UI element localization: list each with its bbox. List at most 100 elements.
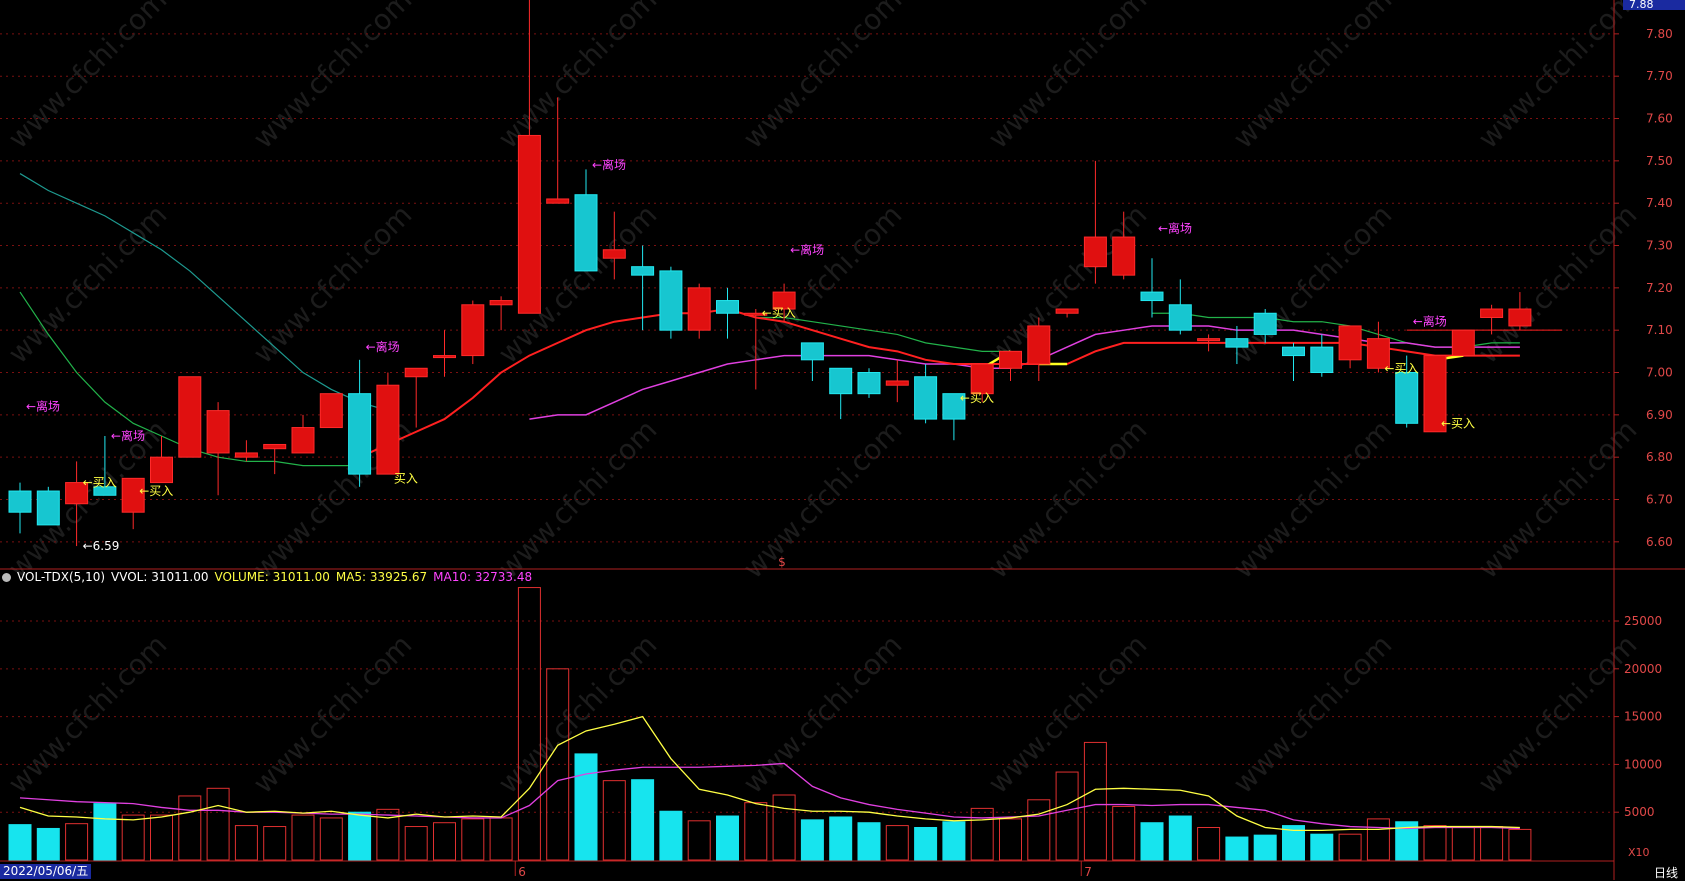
candle[interactable]: [319, 393, 343, 429]
candle[interactable]: [716, 287, 739, 339]
candle[interactable]: [1225, 325, 1249, 365]
candle[interactable]: [1395, 355, 1419, 428]
volume-bar[interactable]: [376, 808, 400, 861]
volume-bar[interactable]: [348, 811, 372, 861]
volume-bar[interactable]: [659, 810, 683, 861]
volume-bar[interactable]: [489, 817, 513, 861]
candle[interactable]: [263, 443, 287, 475]
candle[interactable]: [489, 296, 513, 331]
candle[interactable]: [404, 367, 428, 428]
candle[interactable]: [150, 436, 173, 484]
volume-bar[interactable]: [631, 779, 655, 861]
candle[interactable]: [602, 211, 626, 280]
candle[interactable]: [1197, 334, 1221, 352]
volume-bar[interactable]: [999, 818, 1022, 861]
candle[interactable]: [829, 367, 853, 420]
candle[interactable]: [1451, 329, 1475, 357]
volume-bar[interactable]: [65, 823, 89, 861]
volume-bar[interactable]: [517, 587, 541, 861]
candle[interactable]: [574, 169, 598, 272]
volume-bar[interactable]: [829, 816, 853, 861]
volume-bar[interactable]: [433, 822, 456, 861]
candle[interactable]: [461, 300, 485, 365]
candle[interactable]: [8, 482, 32, 534]
volume-bar[interactable]: [772, 794, 796, 861]
volume-bar[interactable]: [687, 820, 711, 861]
volume-bar[interactable]: [234, 825, 258, 861]
volume-bar[interactable]: [291, 814, 315, 861]
volume-bar[interactable]: [942, 821, 966, 861]
volume-bar[interactable]: [178, 795, 202, 861]
indicator-settings-icon[interactable]: [2, 572, 11, 582]
volume-bar[interactable]: [319, 817, 343, 861]
volume-bar[interactable]: [716, 815, 739, 861]
volume-bar[interactable]: [1338, 833, 1362, 861]
volume-bar[interactable]: [461, 818, 485, 861]
candle[interactable]: [36, 486, 60, 526]
candle[interactable]: [1168, 279, 1192, 335]
candle[interactable]: [970, 363, 994, 403]
volume-bar[interactable]: [1310, 833, 1334, 861]
volume-bar[interactable]: [602, 780, 626, 861]
volume-bar[interactable]: [150, 814, 173, 861]
candle[interactable]: [1310, 334, 1334, 377]
volume-bar[interactable]: [1508, 828, 1532, 861]
candle[interactable]: [291, 414, 315, 454]
volume-bar[interactable]: [1225, 836, 1249, 861]
volume-bar[interactable]: [885, 825, 909, 861]
volume-bar[interactable]: [914, 826, 938, 861]
candle[interactable]: [206, 402, 230, 496]
candle[interactable]: [1253, 309, 1277, 343]
volume-bar[interactable]: [121, 814, 145, 861]
volume-bar[interactable]: [1366, 818, 1390, 861]
candle[interactable]: [1083, 160, 1107, 284]
candle[interactable]: [914, 364, 938, 424]
volume-bar[interactable]: [1112, 805, 1136, 861]
volume-bar[interactable]: [546, 668, 570, 861]
candle[interactable]: [546, 97, 570, 204]
candle[interactable]: [857, 368, 881, 398]
volume-bar[interactable]: [1140, 822, 1164, 861]
candle[interactable]: [1508, 292, 1532, 331]
volume-bar[interactable]: [1027, 799, 1051, 861]
volume-bar[interactable]: [404, 826, 428, 861]
candle[interactable]: [1112, 211, 1136, 280]
candle[interactable]: [234, 440, 258, 462]
volume-bar[interactable]: [206, 787, 230, 861]
volume-bar[interactable]: [744, 802, 768, 861]
volume-bar[interactable]: [1055, 771, 1079, 861]
candle[interactable]: [687, 283, 711, 339]
candle[interactable]: [65, 461, 89, 547]
volume-bar[interactable]: [1197, 826, 1221, 861]
volume-layer[interactable]: [8, 587, 1532, 861]
candle[interactable]: [659, 266, 683, 339]
volume-bar[interactable]: [1168, 815, 1192, 861]
candle[interactable]: [433, 330, 456, 377]
candle[interactable]: [744, 309, 768, 390]
volume-bar[interactable]: [93, 803, 117, 861]
volume-bar[interactable]: [1451, 826, 1475, 861]
volume-bar[interactable]: [36, 827, 60, 861]
candle[interactable]: [772, 283, 796, 322]
candle[interactable]: [1055, 308, 1079, 318]
candle[interactable]: [631, 245, 655, 331]
volume-bar[interactable]: [1395, 821, 1419, 861]
volume-bar[interactable]: [263, 826, 287, 861]
candle[interactable]: [885, 359, 909, 403]
candle[interactable]: [93, 436, 117, 496]
candle[interactable]: [1423, 355, 1447, 433]
candle[interactable]: [999, 350, 1022, 381]
candle[interactable]: [517, 0, 541, 314]
volume-bar[interactable]: [970, 807, 994, 861]
candle[interactable]: [1140, 258, 1164, 318]
candle[interactable]: [376, 372, 400, 475]
volume-bar[interactable]: [1282, 825, 1305, 861]
candle[interactable]: [348, 359, 372, 487]
candle[interactable]: [1338, 325, 1362, 369]
volume-bar[interactable]: [1083, 741, 1107, 861]
candle[interactable]: [1282, 342, 1305, 381]
candlestick-layer[interactable]: [8, 0, 1532, 547]
volume-bar[interactable]: [1480, 826, 1504, 861]
candle[interactable]: [800, 342, 824, 381]
